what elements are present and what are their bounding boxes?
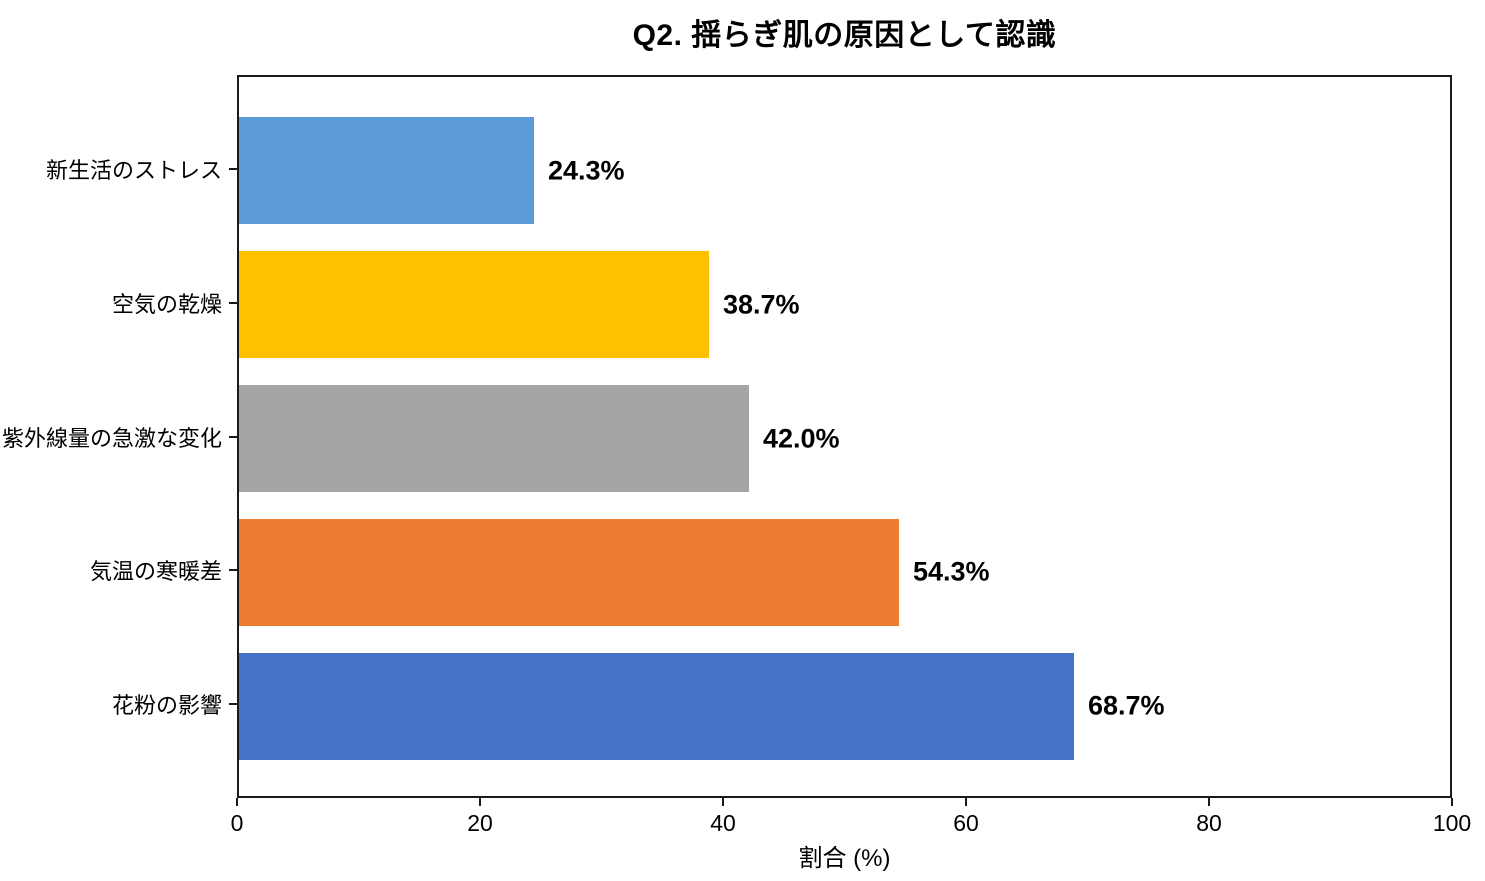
bar — [239, 385, 749, 492]
bar-value-label: 42.0% — [763, 423, 840, 454]
y-axis-tick — [229, 302, 237, 304]
category-label: 花粉の影響 — [111, 693, 222, 718]
y-axis-tick — [229, 168, 237, 170]
x-axis-tick — [1208, 798, 1210, 806]
x-axis-label: 割合 (%) — [798, 845, 891, 872]
y-axis-tick — [229, 436, 237, 438]
bar — [239, 251, 709, 358]
x-axis-tick-label: 100 — [1432, 810, 1472, 836]
y-axis-tick — [229, 703, 237, 705]
y-axis-tick — [229, 569, 237, 571]
y-axis-category-labels: 新生活のストレス空気の乾燥紫外線量の急激な変化気温の寒暖差花粉の影響 — [0, 0, 222, 881]
x-axis-tick-label: 80 — [1196, 810, 1222, 836]
bar-value-label: 24.3% — [548, 155, 625, 186]
x-axis-tick — [236, 798, 238, 806]
x-axis-tick-label: 0 — [230, 810, 244, 836]
plot-area: 24.3% 38.7% 42.0% 54.3% 68.7% — [237, 75, 1452, 798]
x-axis-tick-label: 20 — [467, 810, 493, 836]
category-label: 気温の寒暖差 — [89, 559, 222, 584]
chart-title: Q2. 揺らぎ肌の原因として認識 — [632, 19, 1057, 52]
category-label: 空気の乾燥 — [111, 292, 222, 317]
x-axis-tick — [479, 798, 481, 806]
x-axis-tick-label: 60 — [953, 810, 979, 836]
category-label: 新生活のストレス — [45, 158, 222, 183]
bar — [239, 519, 899, 626]
bar-value-label: 54.3% — [913, 556, 990, 587]
x-axis-tick — [965, 798, 967, 806]
x-axis-tick-label: 40 — [710, 810, 736, 836]
bar-value-label: 38.7% — [723, 289, 800, 320]
bar — [239, 117, 534, 224]
x-axis-tick — [722, 798, 724, 806]
bar-value-label: 68.7% — [1088, 690, 1165, 721]
category-label: 紫外線量の急激な変化 — [1, 426, 222, 451]
bar — [239, 653, 1074, 760]
x-axis-tick — [1451, 798, 1453, 806]
